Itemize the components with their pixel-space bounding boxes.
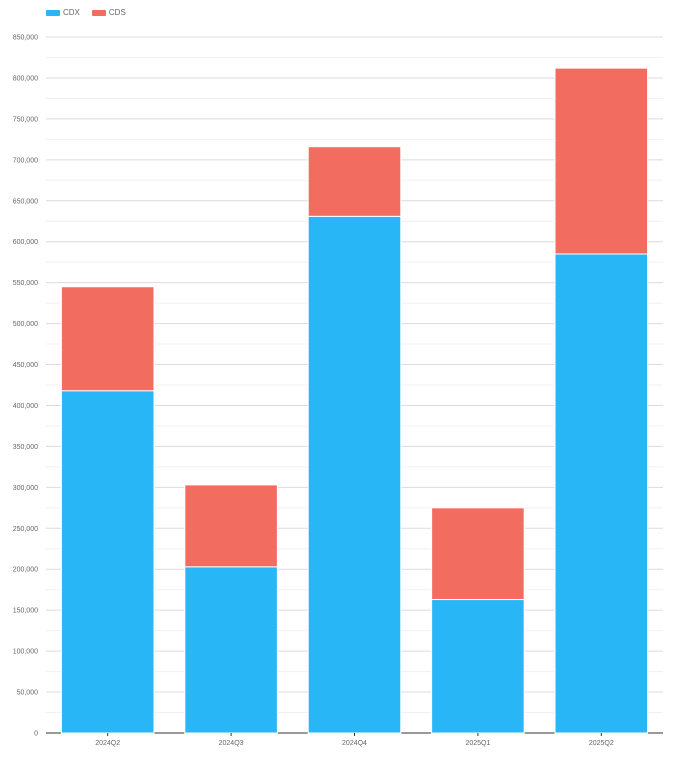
y-tick-label: 200,000: [13, 567, 38, 574]
y-tick-label: 100,000: [13, 649, 38, 656]
bar-cdx-2024q3[interactable]: [184, 566, 278, 734]
y-tick-label: 50,000: [17, 690, 39, 697]
y-tick-label: 700,000: [13, 157, 38, 164]
y-tick-label: 600,000: [13, 239, 38, 246]
bar-cdx-2024q4[interactable]: [307, 215, 402, 734]
chart-legend: CDX CDS: [46, 8, 126, 17]
x-tick-label: 2025Q2: [589, 740, 614, 747]
legend-label-cdx: CDX: [63, 8, 80, 17]
y-tick-label: 250,000: [13, 526, 38, 533]
legend-swatch-cds: [91, 9, 106, 16]
x-tick-label: 2024Q4: [342, 740, 367, 747]
y-tick-label: 850,000: [13, 35, 38, 42]
y-tick-label: 550,000: [13, 280, 38, 287]
y-tick-label: 750,000: [13, 116, 38, 123]
legend-label-cds: CDS: [108, 8, 126, 17]
bar-cdx-2025q1[interactable]: [431, 599, 525, 734]
y-tick-label: 500,000: [13, 321, 38, 328]
bar-cds-2025q1[interactable]: [431, 507, 525, 601]
y-tick-label: 350,000: [13, 444, 38, 451]
legend-swatch-cdx: [46, 9, 60, 16]
y-tick-label: 300,000: [13, 485, 38, 492]
bar-cds-2024q2[interactable]: [60, 286, 155, 392]
x-tick-label: 2024Q2: [95, 740, 120, 747]
bar-cds-2025q2[interactable]: [554, 67, 649, 255]
x-tick-label: 2025Q1: [465, 740, 490, 747]
y-tick-label: 0: [34, 731, 38, 738]
bar-cds-2024q3[interactable]: [184, 484, 278, 568]
y-tick-label: 800,000: [13, 75, 38, 82]
y-tick-label: 650,000: [13, 198, 38, 205]
y-tick-label: 150,000: [13, 608, 38, 615]
bar-cdx-2024q2[interactable]: [60, 390, 155, 734]
y-tick-label: 400,000: [13, 403, 38, 410]
bar-cdx-2025q2[interactable]: [554, 253, 649, 734]
y-tick-label: 450,000: [13, 362, 38, 369]
legend-item-cds[interactable]: CDS: [91, 8, 126, 17]
x-tick-label: 2024Q3: [219, 740, 244, 747]
legend-item-cdx[interactable]: CDX: [46, 8, 80, 17]
bar-cds-2024q4[interactable]: [307, 146, 402, 217]
